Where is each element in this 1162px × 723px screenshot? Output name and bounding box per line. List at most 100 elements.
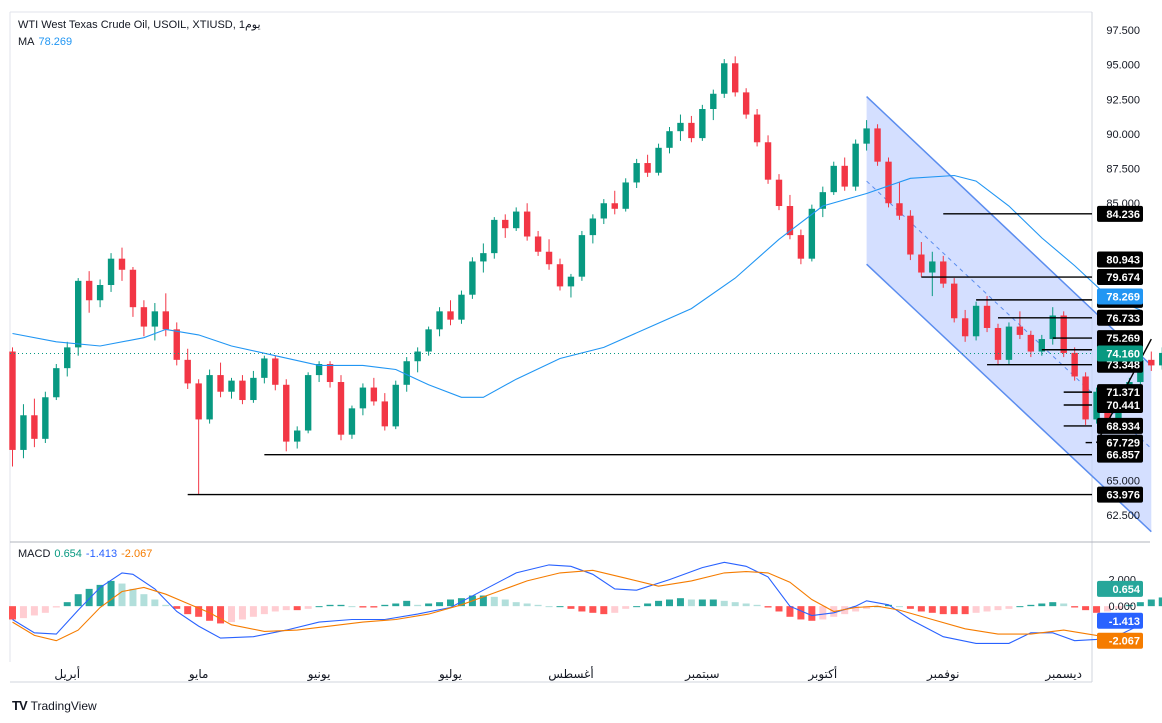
candle-body xyxy=(523,211,531,237)
candle-body xyxy=(732,63,739,93)
macd-histogram-bar xyxy=(140,594,148,607)
macd-histogram-bar xyxy=(118,583,126,607)
candle xyxy=(732,56,739,97)
macd-tag-bg xyxy=(1097,632,1143,649)
macd-histogram-bar xyxy=(885,604,892,607)
candle xyxy=(545,239,553,270)
candle xyxy=(9,347,16,467)
macd-histogram-bar xyxy=(52,606,60,608)
candle-body xyxy=(64,347,71,369)
level-price-tag[interactable]: 79.674 xyxy=(1097,269,1143,286)
macd-histogram-bar xyxy=(1147,599,1155,607)
macd-line-tag[interactable]: -1.413 xyxy=(1097,612,1143,629)
level-price-tag[interactable]: 67.729 xyxy=(1097,434,1143,451)
price-tick-label: 62.500 xyxy=(1106,510,1140,522)
level-price-tag[interactable]: 70.441 xyxy=(1097,397,1143,414)
price-tag-label: 68.934 xyxy=(1106,421,1141,433)
time-axis-label[interactable]: يونيو xyxy=(307,667,331,682)
candle-body xyxy=(567,276,575,287)
time-axis-label[interactable]: يوليو xyxy=(438,667,462,682)
candle-body xyxy=(129,269,137,308)
macd-histogram-bar xyxy=(928,606,936,613)
candle xyxy=(107,253,115,292)
level-price-tag[interactable]: 71.371 xyxy=(1097,384,1143,401)
time-axis[interactable]: أبريل مايو يونيو يوليو أغسطس سبتمبر أكتوبر نوفم… xyxy=(54,666,1082,682)
candle xyxy=(31,398,38,448)
macd-histogram-bar xyxy=(742,603,750,607)
macd-histogram-bar xyxy=(655,600,663,607)
macd-histogram-bar xyxy=(326,604,334,607)
macd-histogram-bar xyxy=(96,584,104,607)
price-tag-bg xyxy=(1097,288,1143,305)
candle xyxy=(1005,322,1013,364)
candle xyxy=(502,214,509,238)
candle-body xyxy=(75,280,82,348)
candle-body xyxy=(337,382,345,435)
price-axis[interactable]: 97.50095.00092.50090.00087.50085.00065.0… xyxy=(1097,25,1143,522)
time-axis-label[interactable]: ديسمبر xyxy=(1044,667,1082,682)
level-price-tag[interactable]: 80.943 xyxy=(1097,251,1143,268)
time-axis-label[interactable]: نوفمبر xyxy=(926,667,959,682)
macd-histogram-bar xyxy=(994,606,1002,611)
candle-body xyxy=(151,311,159,327)
candle-body xyxy=(458,294,465,320)
time-axis-label[interactable]: أبريل xyxy=(54,666,80,682)
candle-body xyxy=(1027,334,1035,352)
candle xyxy=(261,355,268,384)
candle xyxy=(633,158,640,188)
candle-body xyxy=(359,387,367,409)
candle-body xyxy=(206,375,213,420)
macd-histogram-bar xyxy=(644,603,652,607)
candle xyxy=(600,199,607,225)
candle-body xyxy=(118,258,126,270)
candle-body xyxy=(907,215,914,255)
level-price-tag[interactable]: 63.976 xyxy=(1097,486,1143,503)
candle xyxy=(863,120,870,151)
candle-body xyxy=(578,235,586,277)
macd-histogram-bar xyxy=(1136,602,1144,607)
level-price-tag[interactable]: 68.934 xyxy=(1097,417,1143,434)
macd-legend[interactable]: MACD 0.654 -1.413 -2.067 xyxy=(18,548,152,560)
horizontal-levels[interactable] xyxy=(187,213,1092,496)
macd-histogram-bar xyxy=(578,606,586,612)
macd-histogram-bar xyxy=(1016,606,1024,608)
candle-body xyxy=(874,128,881,162)
macd-histogram-bar xyxy=(512,602,520,607)
level-price-tag[interactable]: 84.236 xyxy=(1097,205,1143,222)
candle xyxy=(140,300,148,337)
macd-signal-tag[interactable]: -2.067 xyxy=(1097,632,1143,649)
channel-median-line[interactable] xyxy=(866,180,1152,449)
level-price-tag[interactable]: 66.857 xyxy=(1097,446,1143,463)
candle xyxy=(841,157,848,191)
candle xyxy=(852,139,859,191)
candle-body xyxy=(1148,359,1155,366)
time-axis-label[interactable]: مايو xyxy=(188,667,209,682)
tradingview-brand[interactable]: TV TradingView xyxy=(12,698,97,713)
candle-body xyxy=(556,264,564,287)
candle-body xyxy=(666,131,673,148)
candle xyxy=(206,369,213,424)
candle xyxy=(359,383,367,416)
candle xyxy=(677,114,684,141)
candle xyxy=(786,194,794,240)
last-price-tag[interactable]: 74.160 xyxy=(1097,345,1143,362)
ma-price-tag[interactable]: 78.269 xyxy=(1097,288,1143,305)
candle-body xyxy=(721,63,728,94)
time-axis-label[interactable]: أكتوبر xyxy=(807,666,837,682)
price-tick-label: 92.500 xyxy=(1106,94,1140,106)
time-axis-label[interactable]: سبتمبر xyxy=(684,667,719,682)
level-price-tag[interactable]: 76.733 xyxy=(1097,309,1143,326)
candle xyxy=(972,301,980,341)
candle-body xyxy=(622,182,629,209)
candle-body xyxy=(786,206,794,236)
candle xyxy=(294,426,301,449)
macd-hist-tag[interactable]: 0.654 xyxy=(1097,580,1143,597)
macd-signal-value: -2.067 xyxy=(121,548,153,560)
time-axis-label[interactable]: أغسطس xyxy=(548,666,593,682)
candle-body xyxy=(918,254,925,273)
candle-body xyxy=(315,364,323,376)
macd-histogram-bar xyxy=(687,599,695,607)
ma-legend[interactable]: MA 78.269 xyxy=(18,36,72,48)
